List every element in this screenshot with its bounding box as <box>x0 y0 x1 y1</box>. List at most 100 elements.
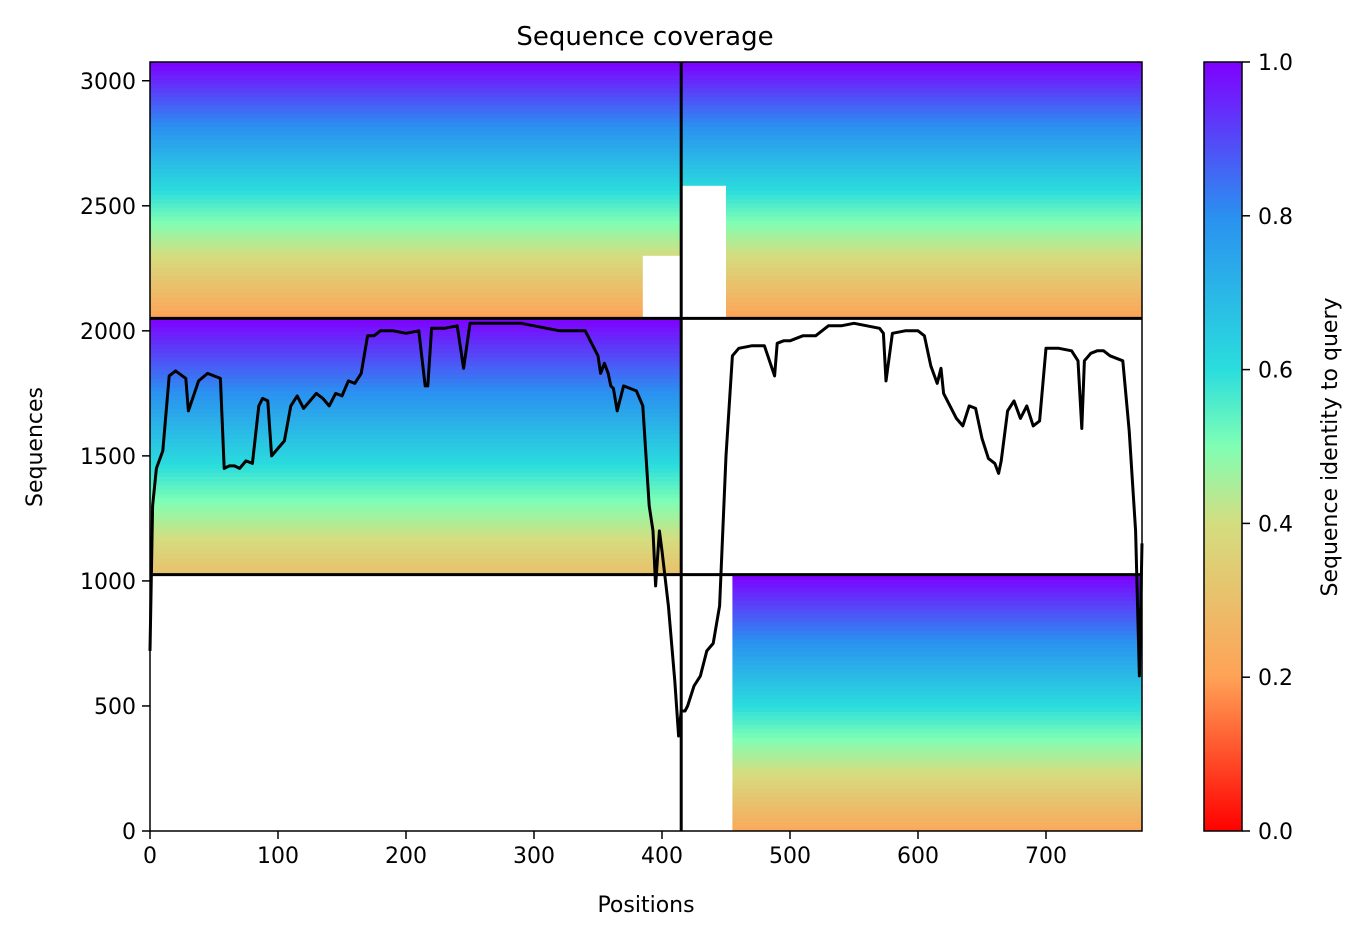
identity-band <box>681 655 1142 661</box>
identity-band <box>150 433 682 439</box>
identity-band <box>150 177 1142 183</box>
identity-band <box>681 719 1142 725</box>
identity-band <box>681 694 1142 700</box>
identity-band <box>150 425 682 431</box>
identity-band <box>681 741 1142 747</box>
identity-band <box>681 801 1142 806</box>
identity-band <box>150 484 682 490</box>
identity-band <box>150 356 682 362</box>
x-tick-label: 400 <box>641 844 683 869</box>
identity-band <box>150 147 1142 153</box>
identity-band <box>681 826 1142 831</box>
chart-title: Sequence coverage <box>516 22 773 52</box>
identity-band <box>150 211 1142 217</box>
identity-band <box>150 126 1142 131</box>
colorbar-label: Sequence identity to query <box>1318 297 1343 596</box>
identity-band <box>150 138 1142 144</box>
identity-band <box>150 531 682 537</box>
identity-band <box>681 788 1142 794</box>
identity-band <box>150 463 682 469</box>
identity-band <box>150 339 682 345</box>
identity-band <box>681 591 1142 597</box>
identity-band <box>150 553 682 559</box>
identity-band <box>150 455 682 460</box>
heatmap-blocks <box>150 62 1142 831</box>
identity-band <box>150 198 1142 204</box>
identity-band <box>150 87 1142 93</box>
colorbar-tick-label: 0.6 <box>1258 359 1293 384</box>
identity-band <box>150 155 1142 161</box>
identity-band <box>150 96 1142 102</box>
identity-band <box>150 215 1142 221</box>
identity-band <box>150 493 682 499</box>
identity-band <box>150 399 682 405</box>
identity-band <box>681 775 1142 781</box>
identity-band <box>150 446 682 452</box>
identity-band <box>681 792 1142 798</box>
identity-band <box>681 771 1142 777</box>
identity-band <box>150 412 682 418</box>
gap-region <box>681 185 726 319</box>
identity-band <box>681 749 1142 755</box>
x-tick-label: 100 <box>257 844 299 869</box>
identity-band <box>150 437 682 443</box>
y-tick-label: 0 <box>122 820 136 845</box>
colorbar-tick-label: 0.8 <box>1258 205 1293 230</box>
identity-band <box>150 566 682 571</box>
identity-band <box>150 514 682 520</box>
gap-region <box>642 255 682 319</box>
identity-band <box>150 117 1142 123</box>
identity-band <box>681 613 1142 618</box>
identity-band <box>681 724 1142 730</box>
x-tick-label: 0 <box>143 844 157 869</box>
identity-band <box>150 168 1142 174</box>
alignment-block-3 <box>681 574 1142 831</box>
identity-band <box>150 429 682 435</box>
identity-band <box>150 544 682 550</box>
identity-band <box>681 702 1142 708</box>
identity-band <box>681 728 1142 734</box>
identity-band <box>681 621 1142 627</box>
identity-band <box>681 813 1142 819</box>
identity-band <box>150 190 1142 196</box>
chain-separators <box>150 62 1142 831</box>
identity-band <box>150 523 682 529</box>
identity-band <box>150 549 682 554</box>
y-axis-ticks: 0 500 1000 1500 2000 2500 3000 <box>80 70 150 845</box>
identity-band <box>681 625 1142 631</box>
identity-band <box>150 331 682 337</box>
identity-band <box>681 608 1142 614</box>
identity-band <box>150 202 1142 208</box>
identity-band <box>681 818 1142 824</box>
identity-band <box>150 557 682 563</box>
identity-band <box>681 685 1142 691</box>
identity-band <box>681 784 1142 789</box>
identity-band <box>150 62 1142 67</box>
identity-band <box>150 527 682 533</box>
identity-band <box>150 570 682 576</box>
identity-band <box>150 164 1142 170</box>
x-tick-label: 500 <box>769 844 811 869</box>
identity-band <box>150 224 1142 230</box>
coverage-line <box>148 321 1144 738</box>
x-axis-label: Positions <box>597 893 694 918</box>
y-axis-label: Sequences <box>23 387 48 507</box>
identity-band <box>150 365 682 371</box>
identity-band <box>681 583 1142 589</box>
identity-band <box>150 450 682 456</box>
identity-band <box>681 596 1142 601</box>
identity-band <box>681 604 1142 610</box>
y-tick-label: 2500 <box>80 195 136 220</box>
identity-band <box>681 766 1142 772</box>
identity-band <box>681 732 1142 738</box>
plot-frame <box>149 61 1143 832</box>
identity-band <box>150 489 682 495</box>
identity-band <box>150 408 682 413</box>
identity-band <box>681 617 1142 623</box>
colorbar-tick-label: 1.0 <box>1258 51 1293 76</box>
identity-band <box>150 100 1142 106</box>
identity-band <box>150 386 682 392</box>
identity-band <box>681 805 1142 811</box>
x-tick-label: 200 <box>385 844 427 869</box>
identity-band <box>681 574 1142 580</box>
